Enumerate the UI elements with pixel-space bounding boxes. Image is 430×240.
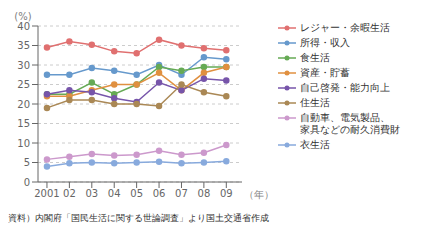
html-text:自己啓発・能力向上: 自己啓発・能力向上 [300, 82, 390, 93]
svg-text:(%): (%) [14, 11, 31, 22]
svg-text:15: 15 [17, 118, 30, 129]
svg-text:40: 40 [17, 21, 30, 32]
svg-text:08: 08 [198, 188, 211, 199]
svg-text:03: 03 [85, 188, 98, 199]
svg-text:07: 07 [175, 188, 188, 199]
svg-text:06: 06 [153, 188, 166, 199]
svg-text:10: 10 [17, 138, 30, 149]
html-text:所得・収入: 所得・収入 [300, 37, 350, 48]
svg-text:04: 04 [108, 188, 121, 199]
html-text:住生活: 住生活 [300, 97, 330, 108]
html-text:食生活: 食生活 [300, 52, 330, 63]
html-text:レジャー・余暇生活: レジャー・余暇生活 [300, 22, 390, 33]
svg-text:02: 02 [63, 188, 76, 199]
svg-text:（年）: （年） [244, 189, 274, 200]
svg-text:25: 25 [17, 79, 30, 90]
html-text:資料）内閣府「国民生活に関する世論調査」より国土交通省作成: 資料）内閣府「国民生活に関する世論調査」より国土交通省作成 [8, 213, 269, 223]
svg-text:35: 35 [17, 40, 30, 51]
svg-text:2001: 2001 [34, 188, 59, 199]
svg-text:30: 30 [17, 60, 30, 71]
svg-text:20: 20 [17, 99, 30, 110]
svg-text:5: 5 [24, 157, 30, 168]
html-text:衣生活: 衣生活 [300, 139, 330, 150]
svg-text:05: 05 [130, 188, 143, 199]
svg-text:0: 0 [24, 177, 30, 188]
html-text:資産・貯蓄: 資産・貯蓄 [300, 67, 350, 78]
svg-text:09: 09 [220, 188, 233, 199]
html-text:自動車、電気製品、 家具などの耐久消費財: 自動車、電気製品、 家具などの耐久消費財 [300, 112, 400, 135]
